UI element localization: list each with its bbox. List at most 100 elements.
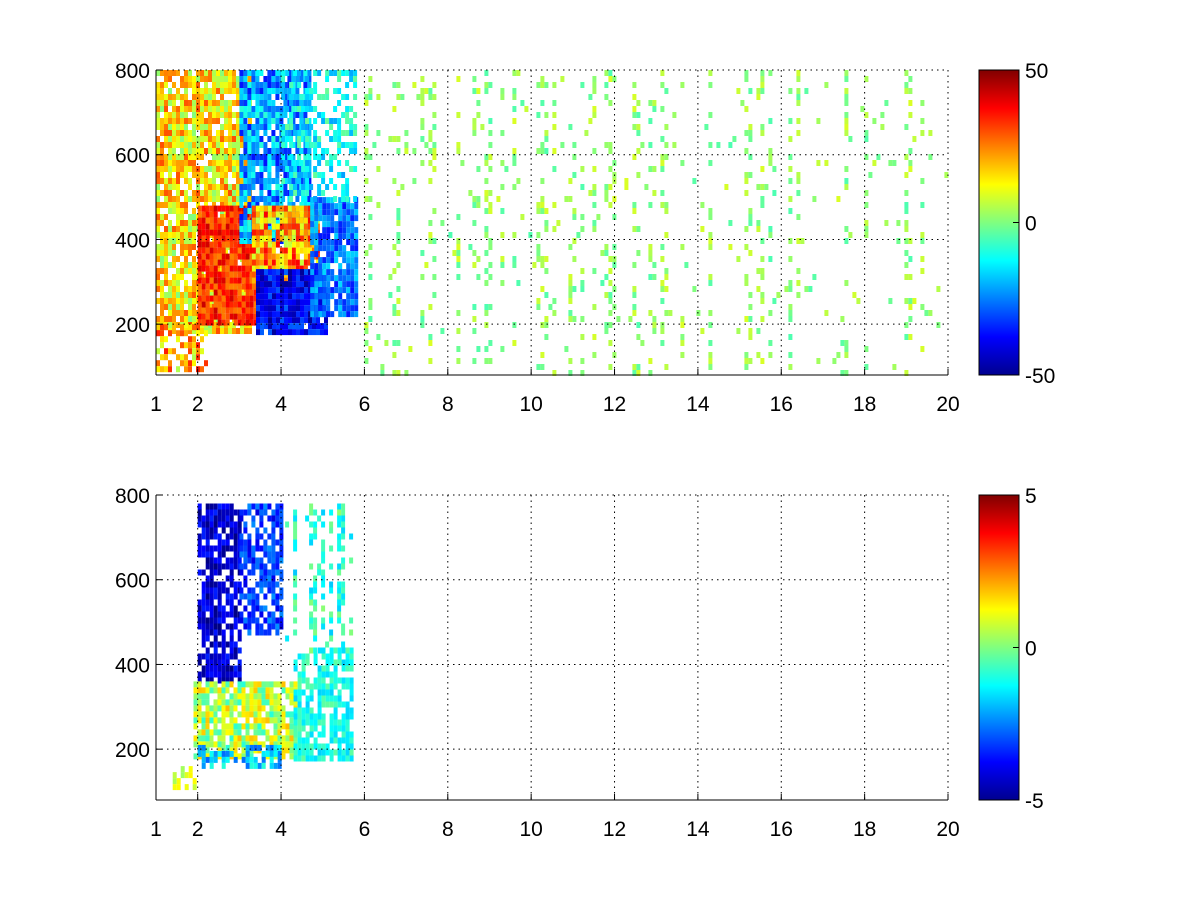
heatmap-cell — [271, 545, 276, 552]
heatmap-cell — [796, 172, 801, 178]
heatmap-cell — [338, 305, 343, 312]
heatmap-cell — [289, 687, 294, 694]
heatmap-cell — [233, 295, 238, 302]
heatmap-cell — [261, 705, 266, 712]
heatmap-cell — [544, 148, 549, 154]
heatmap-cell — [168, 250, 172, 256]
heatmap-cell — [243, 232, 248, 238]
heatmap-cell — [239, 563, 244, 570]
heatmap-cell — [580, 82, 585, 88]
heatmap-cell — [249, 313, 254, 320]
heatmap-cell — [251, 112, 256, 118]
heatmap-cell — [428, 178, 433, 184]
heatmap-cell — [267, 587, 272, 594]
heatmap-cell — [289, 112, 294, 118]
heatmap-cell — [476, 346, 481, 352]
heatmap-cell — [338, 239, 343, 246]
heatmap-cell — [209, 711, 214, 718]
heatmap-cell — [604, 328, 609, 334]
x-tick-label: 2 — [192, 393, 204, 416]
heatmap-cell — [180, 274, 184, 280]
heatmap-cell — [213, 711, 218, 718]
heatmap-cell — [221, 235, 226, 242]
heatmap-cell — [184, 316, 188, 322]
heatmap-cell — [212, 82, 216, 88]
heatmap-cell — [321, 539, 326, 546]
heatmap-cell — [268, 299, 272, 306]
heatmap-cell — [184, 178, 188, 184]
heatmap-cell — [160, 366, 164, 373]
heatmap-cell — [201, 569, 206, 576]
heatmap-cell — [316, 317, 320, 324]
heatmap-cell — [289, 82, 294, 88]
heatmap-cell — [279, 223, 284, 230]
heatmap-cell — [305, 178, 310, 184]
heatmap-cell — [205, 575, 210, 582]
heatmap-cell — [330, 257, 335, 264]
heatmap-cell — [243, 130, 248, 136]
heatmap-cell — [297, 178, 302, 184]
heatmap-cell — [536, 364, 541, 370]
heatmap-cell — [176, 106, 180, 112]
heatmap-cell — [293, 545, 298, 552]
heatmap-cell — [350, 287, 355, 294]
heatmap-cell — [748, 316, 753, 322]
heatmap-cell — [314, 305, 319, 312]
heatmap-cell — [321, 94, 326, 100]
heatmap-cell — [263, 124, 268, 130]
heatmap-cell — [307, 202, 312, 208]
heatmap-cell — [612, 76, 617, 82]
heatmap-cell — [255, 178, 260, 184]
heatmap-cell — [263, 184, 268, 190]
heatmap-cell — [213, 756, 218, 763]
heatmap-cell — [604, 196, 609, 202]
heatmap-cell — [212, 136, 216, 142]
heatmap-cell — [220, 172, 224, 178]
heatmap-cell — [168, 244, 172, 250]
heatmap-cell — [524, 106, 529, 112]
heatmap-cell — [472, 316, 477, 322]
heatmap-cell — [296, 311, 300, 318]
heatmap-cell — [318, 233, 323, 240]
colorbar-tick-label: 0 — [1025, 638, 1037, 661]
heatmap-cell — [205, 756, 210, 763]
heatmap-cell — [217, 539, 222, 546]
heatmap-cell — [268, 287, 272, 294]
heatmap-cell — [303, 82, 308, 88]
heatmap-cell — [289, 94, 294, 100]
heatmap-cell — [209, 563, 214, 570]
heatmap-cell — [652, 316, 657, 322]
heatmap-cell — [299, 202, 304, 208]
heatmap-cell — [255, 106, 260, 112]
heatmap-cell — [213, 653, 218, 660]
heatmap-cell — [245, 705, 250, 712]
heatmap-cell — [197, 533, 202, 540]
heatmap-cell — [472, 250, 477, 256]
heatmap-cell — [156, 184, 160, 190]
heatmap-cell — [251, 587, 256, 594]
heatmap-cell — [326, 275, 331, 282]
heatmap-cell — [354, 245, 359, 252]
heatmap-cell — [243, 124, 248, 130]
x-tick-label: 4 — [275, 393, 287, 416]
heatmap-cell — [396, 94, 401, 100]
heatmap-cell — [221, 313, 226, 320]
heatmap-cell — [221, 677, 226, 684]
heatmap-cell — [283, 160, 288, 166]
heatmap-cell — [337, 533, 342, 540]
heatmap-cell — [321, 719, 326, 726]
heatmap-cell — [233, 545, 238, 552]
heatmap-cell — [320, 323, 324, 330]
heatmap-cell — [297, 731, 302, 738]
heatmap-cell — [396, 136, 401, 142]
heatmap-cell — [552, 166, 557, 172]
heatmap-cell — [257, 744, 262, 751]
heatmap-cell — [320, 299, 324, 306]
heatmap-cell — [285, 693, 290, 700]
heatmap-cell — [259, 229, 264, 236]
heatmap-cell — [220, 136, 224, 142]
heatmap-cell — [243, 214, 248, 220]
heatmap-cell — [239, 100, 244, 106]
heatmap-cell — [512, 256, 517, 262]
heatmap-cell — [272, 299, 276, 306]
